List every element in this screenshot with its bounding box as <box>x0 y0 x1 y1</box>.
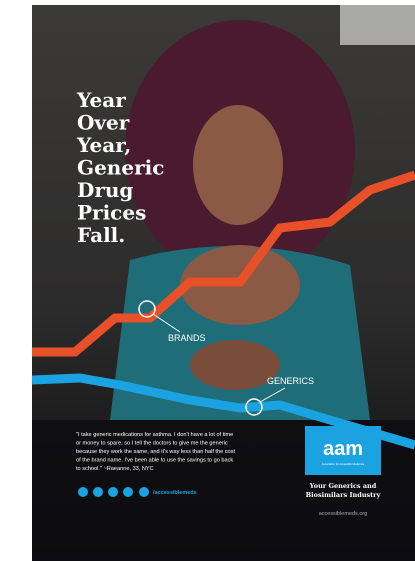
quote-line: to school." ~Raeanne, 33, NYC <box>76 466 154 472</box>
logo-name: aam <box>323 438 363 460</box>
quote-line: because they work the same, and it's way… <box>76 449 235 455</box>
tagline-line: Your Generics and <box>309 482 377 490</box>
headline-line: Fall. <box>77 223 125 247</box>
social-handle: /accessiblemeds <box>153 490 197 496</box>
headline-line: Over <box>77 111 130 135</box>
url: accessiblemeds.org <box>319 511 368 517</box>
headline-line: Drug <box>77 178 133 202</box>
headline-line: Year <box>76 88 126 112</box>
tagline-line: Biosimilars Industry <box>306 491 381 499</box>
logo-subtitle: Association for Accessible Medicines <box>322 462 365 466</box>
poster: YearOverYear,GenericDrugPricesFall. BRAN… <box>0 0 415 561</box>
headline-line: Generic <box>77 156 164 180</box>
headline-line: Prices <box>77 201 146 225</box>
quote-line: "I take generic medications for asthma. … <box>76 432 233 438</box>
quote-line: or money to spare, so I tell the doctors… <box>76 441 228 447</box>
brands-label: BRANDS <box>168 333 206 343</box>
generics-label: GENERICS <box>267 376 314 386</box>
quote-line: of the brand name. I've been able to use… <box>76 458 233 464</box>
page: YearOverYear,GenericDrugPricesFall. BRAN… <box>0 0 415 561</box>
headline-line: Year, <box>76 133 131 157</box>
